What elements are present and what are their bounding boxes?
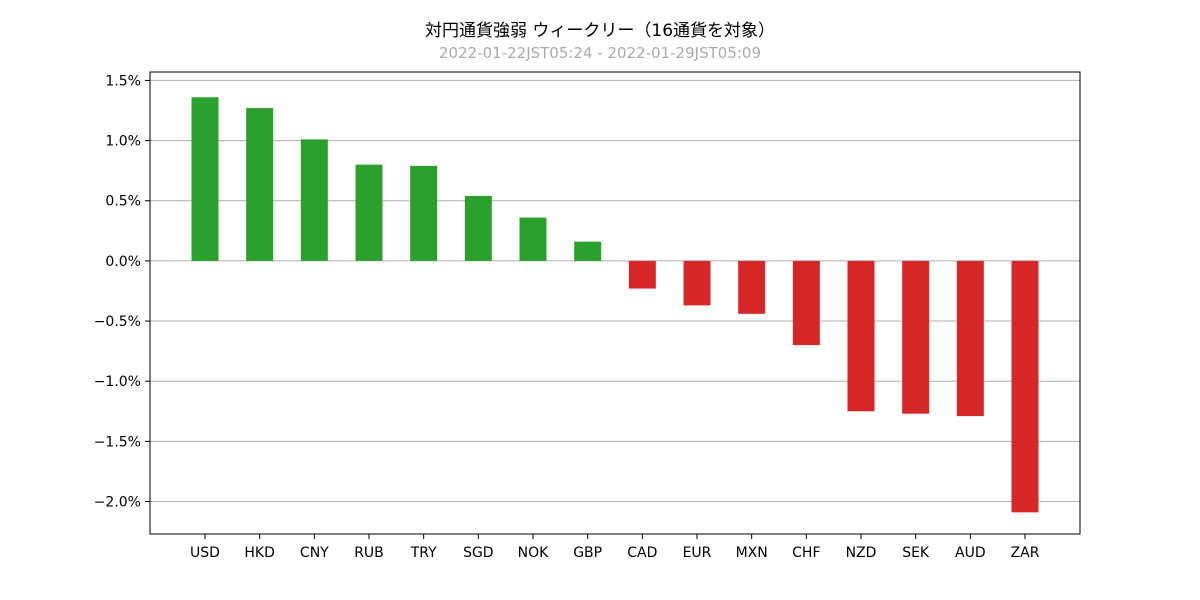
bar-cad	[628, 260, 656, 289]
x-tick-label: HKD	[244, 545, 275, 561]
x-tick-label: EUR	[683, 545, 712, 561]
x-tick-label: ZAR	[1011, 545, 1040, 561]
bar-sek	[902, 260, 930, 414]
x-tick-label: USD	[190, 545, 220, 561]
x-tick-label: CAD	[627, 545, 657, 561]
bar-usd	[191, 97, 219, 261]
x-tick-label: MXN	[736, 545, 768, 561]
bars	[191, 97, 1039, 513]
bar-mxn	[738, 260, 766, 314]
bar-sgd	[464, 195, 492, 261]
bar-nzd	[847, 260, 875, 412]
x-tick-label: GBP	[573, 545, 602, 561]
x-tick-label: CNY	[300, 545, 329, 561]
bar-hkd	[246, 108, 274, 261]
y-tick-label: 0.0%	[105, 254, 141, 270]
y-tick-label: −1.5%	[94, 434, 141, 450]
y-tick-label: −1.0%	[94, 374, 141, 390]
x-tick-label: CHF	[792, 545, 820, 561]
x-axis-ticks: USD HKD CNY RUB TRY SGD NOK GBP CAD EUR MXN CHF NZD S…	[190, 534, 1040, 561]
bar-aud	[956, 260, 984, 417]
x-tick-label: AUD	[955, 545, 986, 561]
x-tick-label: RUB	[354, 545, 384, 561]
bar-zar	[1011, 260, 1039, 513]
bar-cny	[300, 139, 328, 261]
bar-gbp	[574, 241, 602, 261]
bar-nok	[519, 217, 547, 261]
grid-lines	[150, 79, 1080, 503]
y-tick-label: 1.0%	[105, 134, 141, 150]
x-tick-label: NOK	[518, 545, 549, 561]
x-tick-label: SGD	[463, 545, 494, 561]
bar-chf	[792, 260, 820, 346]
x-tick-label: SEK	[902, 545, 930, 561]
bar-try	[410, 165, 438, 261]
bar-eur	[683, 260, 711, 306]
x-tick-label: TRY	[410, 545, 437, 561]
y-tick-label: 0.5%	[105, 194, 141, 210]
x-tick-label: NZD	[846, 545, 877, 561]
bar-rub	[355, 164, 383, 261]
y-tick-label: −2.0%	[94, 495, 141, 511]
y-tick-label: 1.5%	[105, 73, 141, 89]
y-axis-ticks: 1.5% 1.0% 0.5% 0.0% −0.5% −1.0% −1.5% −2.0%	[94, 73, 150, 511]
chart-title: 対円通貨強弱 ウィークリー（16通貨を対象）	[424, 21, 776, 41]
plot-frame	[149, 71, 1081, 535]
chart-subtitle: 2022-01-22JST05:24 - 2022-01-29JST05:09	[439, 44, 761, 62]
y-tick-label: −0.5%	[94, 314, 141, 330]
